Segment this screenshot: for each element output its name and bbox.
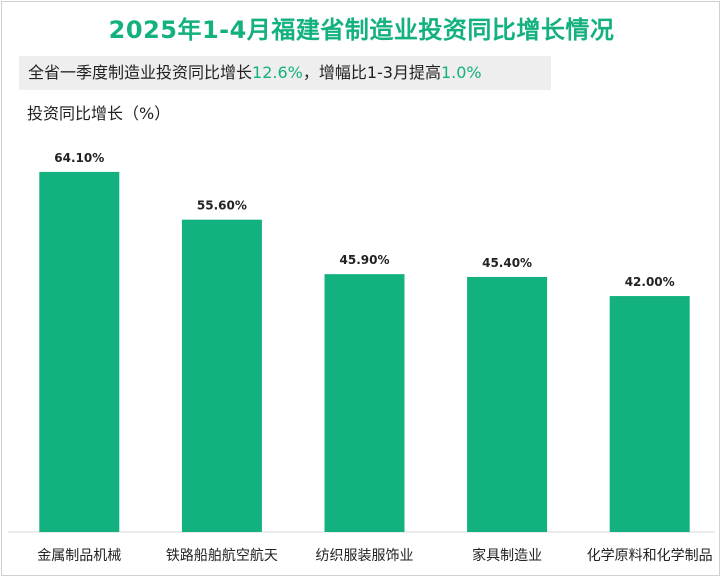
bar-2 <box>181 219 262 533</box>
summary-banner: 全省一季度制造业投资同比增长12.6%，增幅比1-3月提高1.0% <box>19 56 551 90</box>
summary-text-2: ，增幅比1-3月提高 <box>302 63 441 82</box>
chart-title: 2025年1-4月福建省制造业投资同比增长情况 <box>108 16 615 44</box>
summary-value-2: 1.0% <box>440 63 482 82</box>
category-label-3: 纺织服装服饰业 <box>316 548 414 564</box>
category-label-1: 金属制品机械 <box>37 548 121 564</box>
y-axis-label: 投资同比增长（%） <box>27 104 171 123</box>
data-label-5: 42.00% <box>625 275 675 289</box>
category-label-4: 家具制造业 <box>472 547 542 564</box>
category-label-2: 铁路船舶航空航天 <box>166 548 278 564</box>
bar-3 <box>324 274 405 532</box>
bar-5 <box>609 296 690 532</box>
bar-4 <box>467 276 548 532</box>
summary-value-1: 12.6% <box>252 63 303 82</box>
data-label-1: 64.10% <box>54 151 104 165</box>
data-label-3: 45.90% <box>340 253 390 267</box>
data-label-4: 45.40% <box>482 256 532 270</box>
summary-text-1: 全省一季度制造业投资同比增长 <box>28 63 253 82</box>
data-label-2: 55.60% <box>197 199 247 213</box>
category-label-5: 化学原料和化学制品 <box>587 548 713 564</box>
bar-1 <box>39 171 120 533</box>
